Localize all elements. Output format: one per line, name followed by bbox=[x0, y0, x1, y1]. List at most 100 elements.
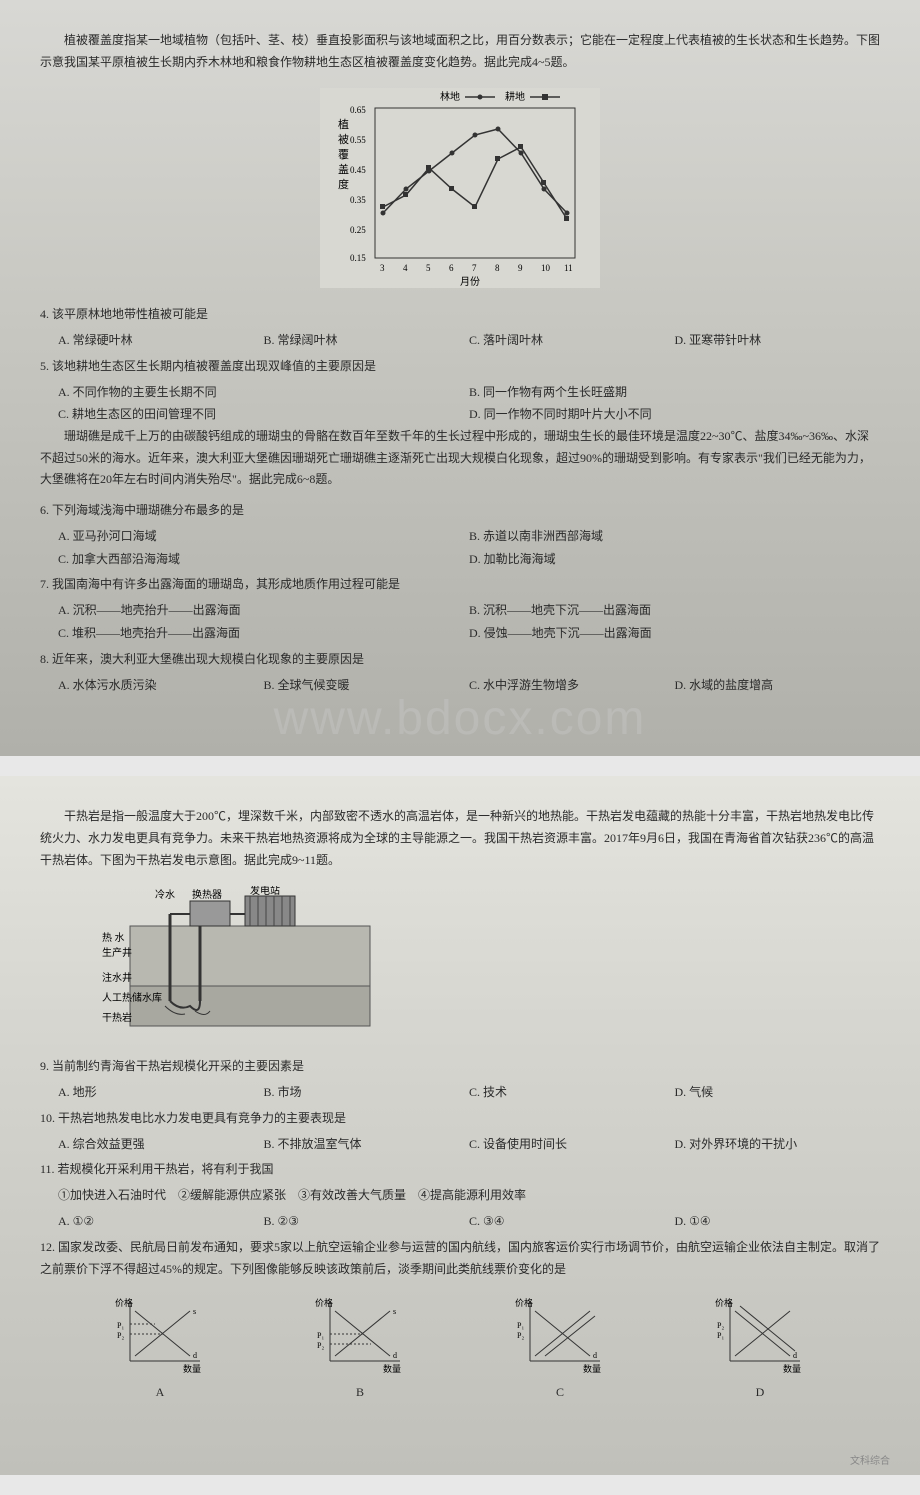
svg-text:5: 5 bbox=[426, 263, 431, 273]
exam-page-1: 植被覆盖度指某一地域植物（包括叶、茎、枝）垂直投影面积与该地域面积之比，用百分数… bbox=[0, 0, 920, 756]
q11-options: A. ①② B. ②③ C. ③④ D. ①④ bbox=[58, 1210, 880, 1233]
q9-stem: 9. 当前制约青海省干热岩规模化开采的主要因素是 bbox=[40, 1055, 880, 1078]
q8-opt-a: A. 水体污水质污染 bbox=[58, 674, 264, 697]
svg-text:数量: 数量 bbox=[183, 1363, 201, 1374]
q8-opt-c: C. 水中浮游生物增多 bbox=[469, 674, 675, 697]
svg-text:P₁: P₁ bbox=[317, 1331, 324, 1340]
label-hot-rock: 干热岩 bbox=[102, 1011, 132, 1024]
svg-text:d: d bbox=[793, 1351, 797, 1360]
q7-opt-c: C. 堆积——地壳抬升——出露海面 bbox=[58, 622, 469, 645]
chart-label-a: A bbox=[115, 1385, 205, 1400]
svg-text:价格: 价格 bbox=[515, 1297, 533, 1308]
vegetation-chart: 林地 耕地 植 被 覆 盖 度 0.65 0.55 0.45 0.35 0.25… bbox=[40, 88, 880, 288]
q6-opt-c: C. 加拿大西部沿海海域 bbox=[58, 548, 469, 571]
intro-text-hotrock: 干热岩是指一般温度大于200℃，埋深数千米，内部致密不透水的高温岩体，是一种新兴… bbox=[40, 806, 880, 871]
q6-opt-a: A. 亚马孙河口海域 bbox=[58, 525, 469, 548]
svg-text:11: 11 bbox=[564, 263, 573, 273]
q7-opt-a: A. 沉积——地壳抬升——出露海面 bbox=[58, 599, 469, 622]
watermark: www.bdocx.com bbox=[274, 691, 647, 746]
label-cold-water: 冷水 bbox=[155, 888, 175, 901]
q10-opt-d: D. 对外界环境的干扰小 bbox=[675, 1133, 881, 1156]
hotrock-diagram: 冷水 换热器 发电站 热 水 生产井 注水井 人工热储水库 干热岩 bbox=[100, 886, 880, 1040]
q5-opt-b: B. 同一作物有两个生长旺盛期 bbox=[469, 381, 880, 404]
q9-opt-b: B. 市场 bbox=[264, 1081, 470, 1104]
label-heat-exchanger: 换热器 bbox=[192, 888, 222, 901]
q11-items: ①加快进入石油时代 ②缓解能源供应紧张 ③有效改善大气质量 ④提高能源利用效率 bbox=[58, 1184, 880, 1207]
chart-d: 价格 数量 P₂ P₁ d D bbox=[715, 1296, 805, 1400]
reef-intro: 珊瑚礁是成千上万的由碳酸钙组成的珊瑚虫的骨骼在数百年至数千年的生长过程中形成的，… bbox=[40, 426, 880, 491]
chart-label-c: C bbox=[515, 1385, 605, 1400]
svg-text:d: d bbox=[593, 1351, 597, 1360]
q6-stem: 6. 下列海域浅海中珊瑚礁分布最多的是 bbox=[40, 499, 880, 522]
q11-stem: 11. 若规模化开采利用干热岩，将有利于我国 bbox=[40, 1158, 880, 1181]
q7-opt-d: D. 侵蚀——地壳下沉——出露海面 bbox=[469, 622, 880, 645]
q4-options: A. 常绿硬叶林 B. 常绿阔叶林 C. 落叶阔叶林 D. 亚寒带针叶林 bbox=[58, 329, 880, 352]
svg-text:4: 4 bbox=[403, 263, 408, 273]
legend-1: 林地 bbox=[440, 90, 460, 103]
footer-label: 文科综合 bbox=[850, 1452, 890, 1467]
q4-opt-a: A. 常绿硬叶林 bbox=[58, 329, 264, 352]
q4-opt-c: C. 落叶阔叶林 bbox=[469, 329, 675, 352]
q12-stem: 12. 国家发改委、民航局日前发布通知，要求5家以上航空运输企业参与运营的国内航… bbox=[40, 1236, 880, 1282]
q10-options: A. 综合效益更强 B. 不排放温室气体 C. 设备使用时间长 D. 对外界环境… bbox=[58, 1133, 880, 1156]
svg-text:6: 6 bbox=[449, 263, 454, 273]
svg-text:P₂: P₂ bbox=[117, 1331, 124, 1340]
q11-opt-a: A. ①② bbox=[58, 1210, 264, 1233]
svg-text:P₂: P₂ bbox=[517, 1331, 524, 1340]
svg-text:0.45: 0.45 bbox=[350, 165, 366, 175]
q9-options: A. 地形 B. 市场 C. 技术 D. 气候 bbox=[58, 1081, 880, 1104]
q7-options: A. 沉积——地壳抬升——出露海面 B. 沉积——地壳下沉——出露海面 C. 堆… bbox=[58, 599, 880, 645]
svg-text:0.65: 0.65 bbox=[350, 105, 366, 115]
svg-text:P₂: P₂ bbox=[317, 1341, 324, 1350]
svg-text:价格: 价格 bbox=[315, 1297, 333, 1308]
q8-options: A. 水体污水质污染 B. 全球气候变暖 C. 水中浮游生物增多 D. 水域的盐… bbox=[58, 674, 880, 697]
q9-opt-c: C. 技术 bbox=[469, 1081, 675, 1104]
svg-text:8: 8 bbox=[495, 263, 500, 273]
svg-text:3: 3 bbox=[380, 263, 385, 273]
chart-c: 价格 数量 P₁ P₂ d C bbox=[515, 1296, 605, 1400]
q6-options: A. 亚马孙河口海域 B. 赤道以南非洲西部海域 C. 加拿大西部沿海海域 D.… bbox=[58, 525, 880, 571]
svg-text:价格: 价格 bbox=[715, 1297, 733, 1308]
q10-opt-a: A. 综合效益更强 bbox=[58, 1133, 264, 1156]
q10-opt-b: B. 不排放温室气体 bbox=[264, 1133, 470, 1156]
q10-opt-c: C. 设备使用时间长 bbox=[469, 1133, 675, 1156]
q5-options: A. 不同作物的主要生长期不同 B. 同一作物有两个生长旺盛期 C. 耕地生态区… bbox=[58, 381, 880, 427]
q5-opt-d: D. 同一作物不同时期叶片大小不同 bbox=[469, 403, 880, 426]
svg-text:d: d bbox=[193, 1351, 197, 1360]
svg-text:P₁: P₁ bbox=[517, 1321, 524, 1330]
q12-charts: 价格 数量 P₁ P₂ s d A 价格 数量 bbox=[60, 1296, 860, 1400]
q5-stem: 5. 该地耕地生态区生长期内植被覆盖度出现双峰值的主要原因是 bbox=[40, 355, 880, 378]
q5-opt-c: C. 耕地生态区的田间管理不同 bbox=[58, 403, 469, 426]
svg-text:植: 植 bbox=[338, 117, 349, 131]
q9-opt-a: A. 地形 bbox=[58, 1081, 264, 1104]
q6-opt-d: D. 加勒比海海域 bbox=[469, 548, 880, 571]
svg-text:数量: 数量 bbox=[783, 1363, 801, 1374]
svg-text:0.35: 0.35 bbox=[350, 195, 366, 205]
svg-text:P₁: P₁ bbox=[717, 1331, 724, 1340]
q9-opt-d: D. 气候 bbox=[675, 1081, 881, 1104]
svg-text:覆: 覆 bbox=[338, 148, 349, 161]
legend-2: 耕地 bbox=[505, 90, 525, 103]
label-hot-water: 热 水 bbox=[102, 931, 125, 944]
label-production-well: 生产井 bbox=[102, 946, 132, 959]
q8-stem: 8. 近年来，澳大利亚大堡礁出现大规模白化现象的主要原因是 bbox=[40, 648, 880, 671]
svg-text:9: 9 bbox=[518, 263, 523, 273]
svg-text:P₁: P₁ bbox=[117, 1321, 124, 1330]
q5-opt-a: A. 不同作物的主要生长期不同 bbox=[58, 381, 469, 404]
chart-a: 价格 数量 P₁ P₂ s d A bbox=[115, 1296, 205, 1400]
q11-opt-c: C. ③④ bbox=[469, 1210, 675, 1233]
svg-text:s: s bbox=[393, 1307, 396, 1316]
label-injection-well: 注水井 bbox=[102, 971, 132, 984]
svg-text:s: s bbox=[193, 1307, 196, 1316]
q4-opt-b: B. 常绿阔叶林 bbox=[264, 329, 470, 352]
q10-stem: 10. 干热岩地热发电比水力发电更具有竞争力的主要表现是 bbox=[40, 1107, 880, 1130]
svg-text:P₂: P₂ bbox=[717, 1321, 724, 1330]
exam-page-2: 干热岩是指一般温度大于200℃，埋深数千米，内部致密不透水的高温岩体，是一种新兴… bbox=[0, 776, 920, 1475]
chart-b: 价格 数量 P₁ P₂ s d B bbox=[315, 1296, 405, 1400]
q4-stem: 4. 该平原林地地带性植被可能是 bbox=[40, 303, 880, 326]
q7-stem: 7. 我国南海中有许多出露海面的珊瑚岛，其形成地质作用过程可能是 bbox=[40, 573, 880, 596]
label-power-station: 发电站 bbox=[250, 886, 280, 897]
svg-text:7: 7 bbox=[472, 263, 477, 273]
svg-text:10: 10 bbox=[541, 263, 551, 273]
q8-opt-d: D. 水域的盐度增高 bbox=[675, 674, 881, 697]
